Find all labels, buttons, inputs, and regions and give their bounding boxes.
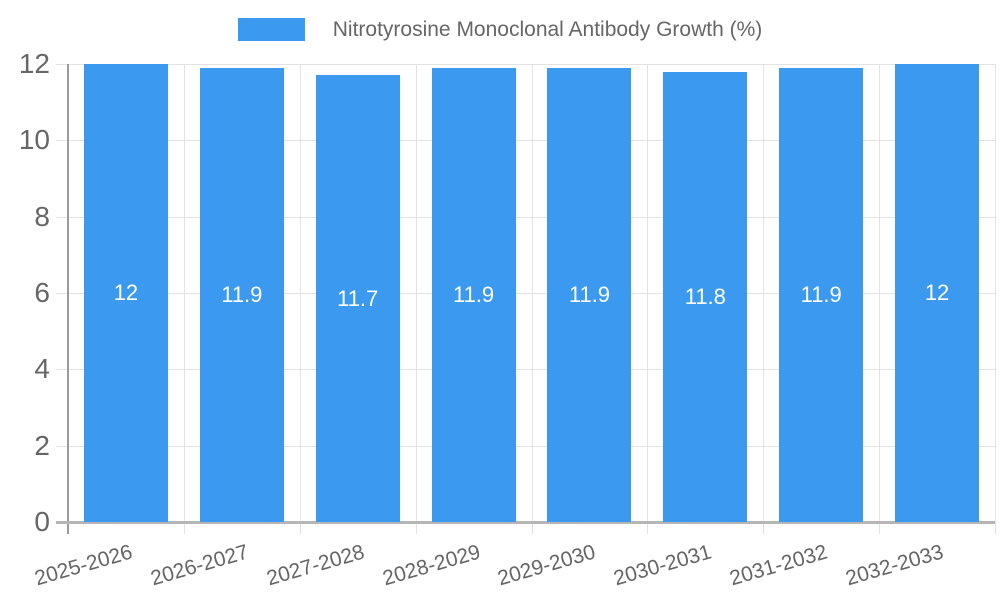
y-axis-tick-label: 8 xyxy=(34,200,50,232)
gridline-vertical xyxy=(647,64,649,534)
gridline-horizontal xyxy=(56,293,995,294)
bar-value-label: 12 xyxy=(924,280,950,305)
legend: Nitrotyrosine Monoclonal Antibody Growth… xyxy=(0,18,1000,41)
bar-value-label: 11.9 xyxy=(221,281,263,307)
bar-value-label: 11.9 xyxy=(800,281,842,307)
bar: 11.9 xyxy=(547,67,632,522)
x-axis-line xyxy=(56,521,995,524)
y-axis-tick-label: 12 xyxy=(18,48,50,79)
bar: 12 xyxy=(83,64,168,522)
gridline-vertical xyxy=(531,64,533,534)
gridline-horizontal xyxy=(56,216,995,218)
bar-value-label: 11.9 xyxy=(452,281,495,307)
gridline-horizontal xyxy=(56,369,995,371)
bar-value-label: 12 xyxy=(113,280,139,305)
legend-label: Nitrotyrosine Monoclonal Antibody Growth… xyxy=(332,18,763,41)
y-axis-tick-label: 6 xyxy=(34,277,50,308)
bar: 11.9 xyxy=(431,67,516,522)
bar: 11.9 xyxy=(199,67,284,522)
bar-value-label: 11.7 xyxy=(337,285,379,311)
gridline-vertical xyxy=(995,64,996,534)
bar-value-label: 11.8 xyxy=(684,283,726,309)
bar: 11.7 xyxy=(315,75,400,522)
gridline-vertical xyxy=(763,64,765,534)
y-axis-tick-label: 0 xyxy=(34,506,50,537)
y-axis-tick-label: 4 xyxy=(34,353,50,385)
y-axis-tick-label: 2 xyxy=(34,429,50,461)
gridline-vertical xyxy=(879,64,881,534)
legend-swatch xyxy=(237,18,305,41)
bar: 12 xyxy=(895,64,980,522)
bar-value-label: 11.9 xyxy=(568,281,611,307)
bar: 11.8 xyxy=(663,71,748,522)
y-axis-line xyxy=(67,64,69,534)
gridline-vertical xyxy=(415,64,417,534)
bar: 11.9 xyxy=(779,67,864,522)
gridline-vertical xyxy=(183,64,185,534)
y-axis-tick-label: 10 xyxy=(18,124,50,156)
gridline-horizontal xyxy=(56,140,995,142)
gridline-horizontal xyxy=(56,445,995,447)
gridline-vertical xyxy=(299,64,301,534)
gridline-horizontal xyxy=(56,64,995,65)
